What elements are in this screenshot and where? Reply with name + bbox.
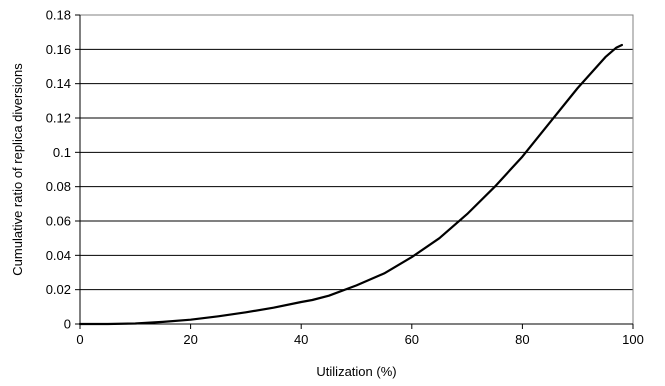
- plot-area-frame: [79, 14, 634, 325]
- x-axis-ticks: 0 20 40 60 80 100: [76, 323, 644, 347]
- series-line-0: [78, 43, 624, 326]
- series-layer: [78, 43, 624, 326]
- x-tick-label: 60: [405, 332, 419, 347]
- gridlines: [80, 14, 633, 291]
- y-tick-label: 0.08: [46, 179, 71, 194]
- y-axis-ticks: 0 0.02 0.04 0.06 0.08 0.1 0.12 0.14 0.16 0.18: [46, 8, 81, 332]
- x-axis-label: Utilization (%): [316, 364, 396, 379]
- y-tick-label: 0.14: [46, 76, 71, 91]
- y-axis-label: Cumulative ratio of replica diversions: [10, 63, 25, 276]
- y-tick-label: 0.06: [46, 214, 71, 229]
- y-tick-label: 0.16: [46, 42, 71, 57]
- x-tick-label: 80: [515, 332, 529, 347]
- y-tick-label: 0.12: [46, 111, 71, 126]
- x-tick-label: 100: [622, 332, 644, 347]
- y-tick-label: 0: [64, 317, 71, 332]
- y-tick-label: 0.18: [46, 8, 71, 23]
- y-tick-label: 0.04: [46, 248, 71, 263]
- x-tick-label: 20: [183, 332, 197, 347]
- x-tick-label: 0: [76, 332, 83, 347]
- x-tick-label: 40: [294, 332, 308, 347]
- y-tick-label: 0.02: [46, 282, 71, 297]
- y-tick-label: 0.1: [53, 145, 71, 160]
